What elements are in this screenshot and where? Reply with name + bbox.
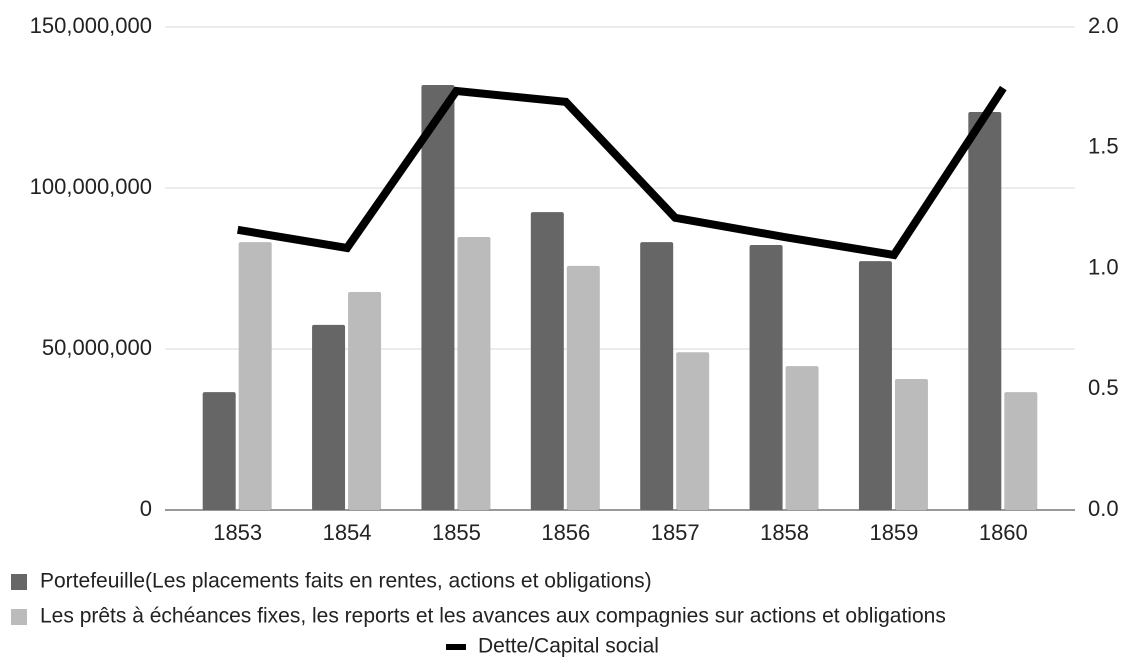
legend-label: Portefeuille(Les placements faits en ren… [40,570,652,593]
y-tick-label: 150,000,000 [30,13,152,38]
bar [348,292,382,510]
legend-label: Dette/Capital social [478,635,659,658]
x-tick-label: 1853 [213,520,262,545]
bar [749,244,783,510]
bar [640,242,674,510]
x-tick-label: 1858 [760,520,809,545]
legend-swatch [11,609,27,625]
x-tick-label: 1855 [432,520,481,545]
x-tick-label: 1854 [323,520,372,545]
x-tick-label: 1857 [651,520,700,545]
y2-tick-label: 1.5 [1088,134,1119,159]
y2-tick-label: 0.0 [1088,496,1119,521]
legend-swatch [446,644,466,650]
line [237,85,1007,260]
y2-tick-label: 2.0 [1088,13,1119,38]
bar [968,112,1002,511]
x-tick-label: 1859 [869,520,918,545]
y2-tick-label: 1.0 [1088,254,1119,279]
bar [238,242,272,510]
bar [457,236,491,510]
y-tick-label: 100,000,000 [30,174,152,199]
bar [421,84,455,511]
bar [1004,392,1038,510]
y-tick-label: 0 [140,496,152,521]
legend-label: Les prêts à échéances fixes, les reports… [40,605,946,628]
bar [312,324,346,510]
x-tick-label: 1856 [541,520,590,545]
legend-swatch [11,574,27,590]
bar [858,261,892,510]
bar [566,265,600,510]
bar [894,378,928,510]
x-tick-label: 1860 [979,520,1028,545]
y-tick-label: 50,000,000 [42,335,152,360]
bar [785,366,819,510]
bar [202,392,236,510]
bar [676,352,710,510]
y2-tick-label: 0.5 [1088,375,1119,400]
bar [530,212,564,510]
